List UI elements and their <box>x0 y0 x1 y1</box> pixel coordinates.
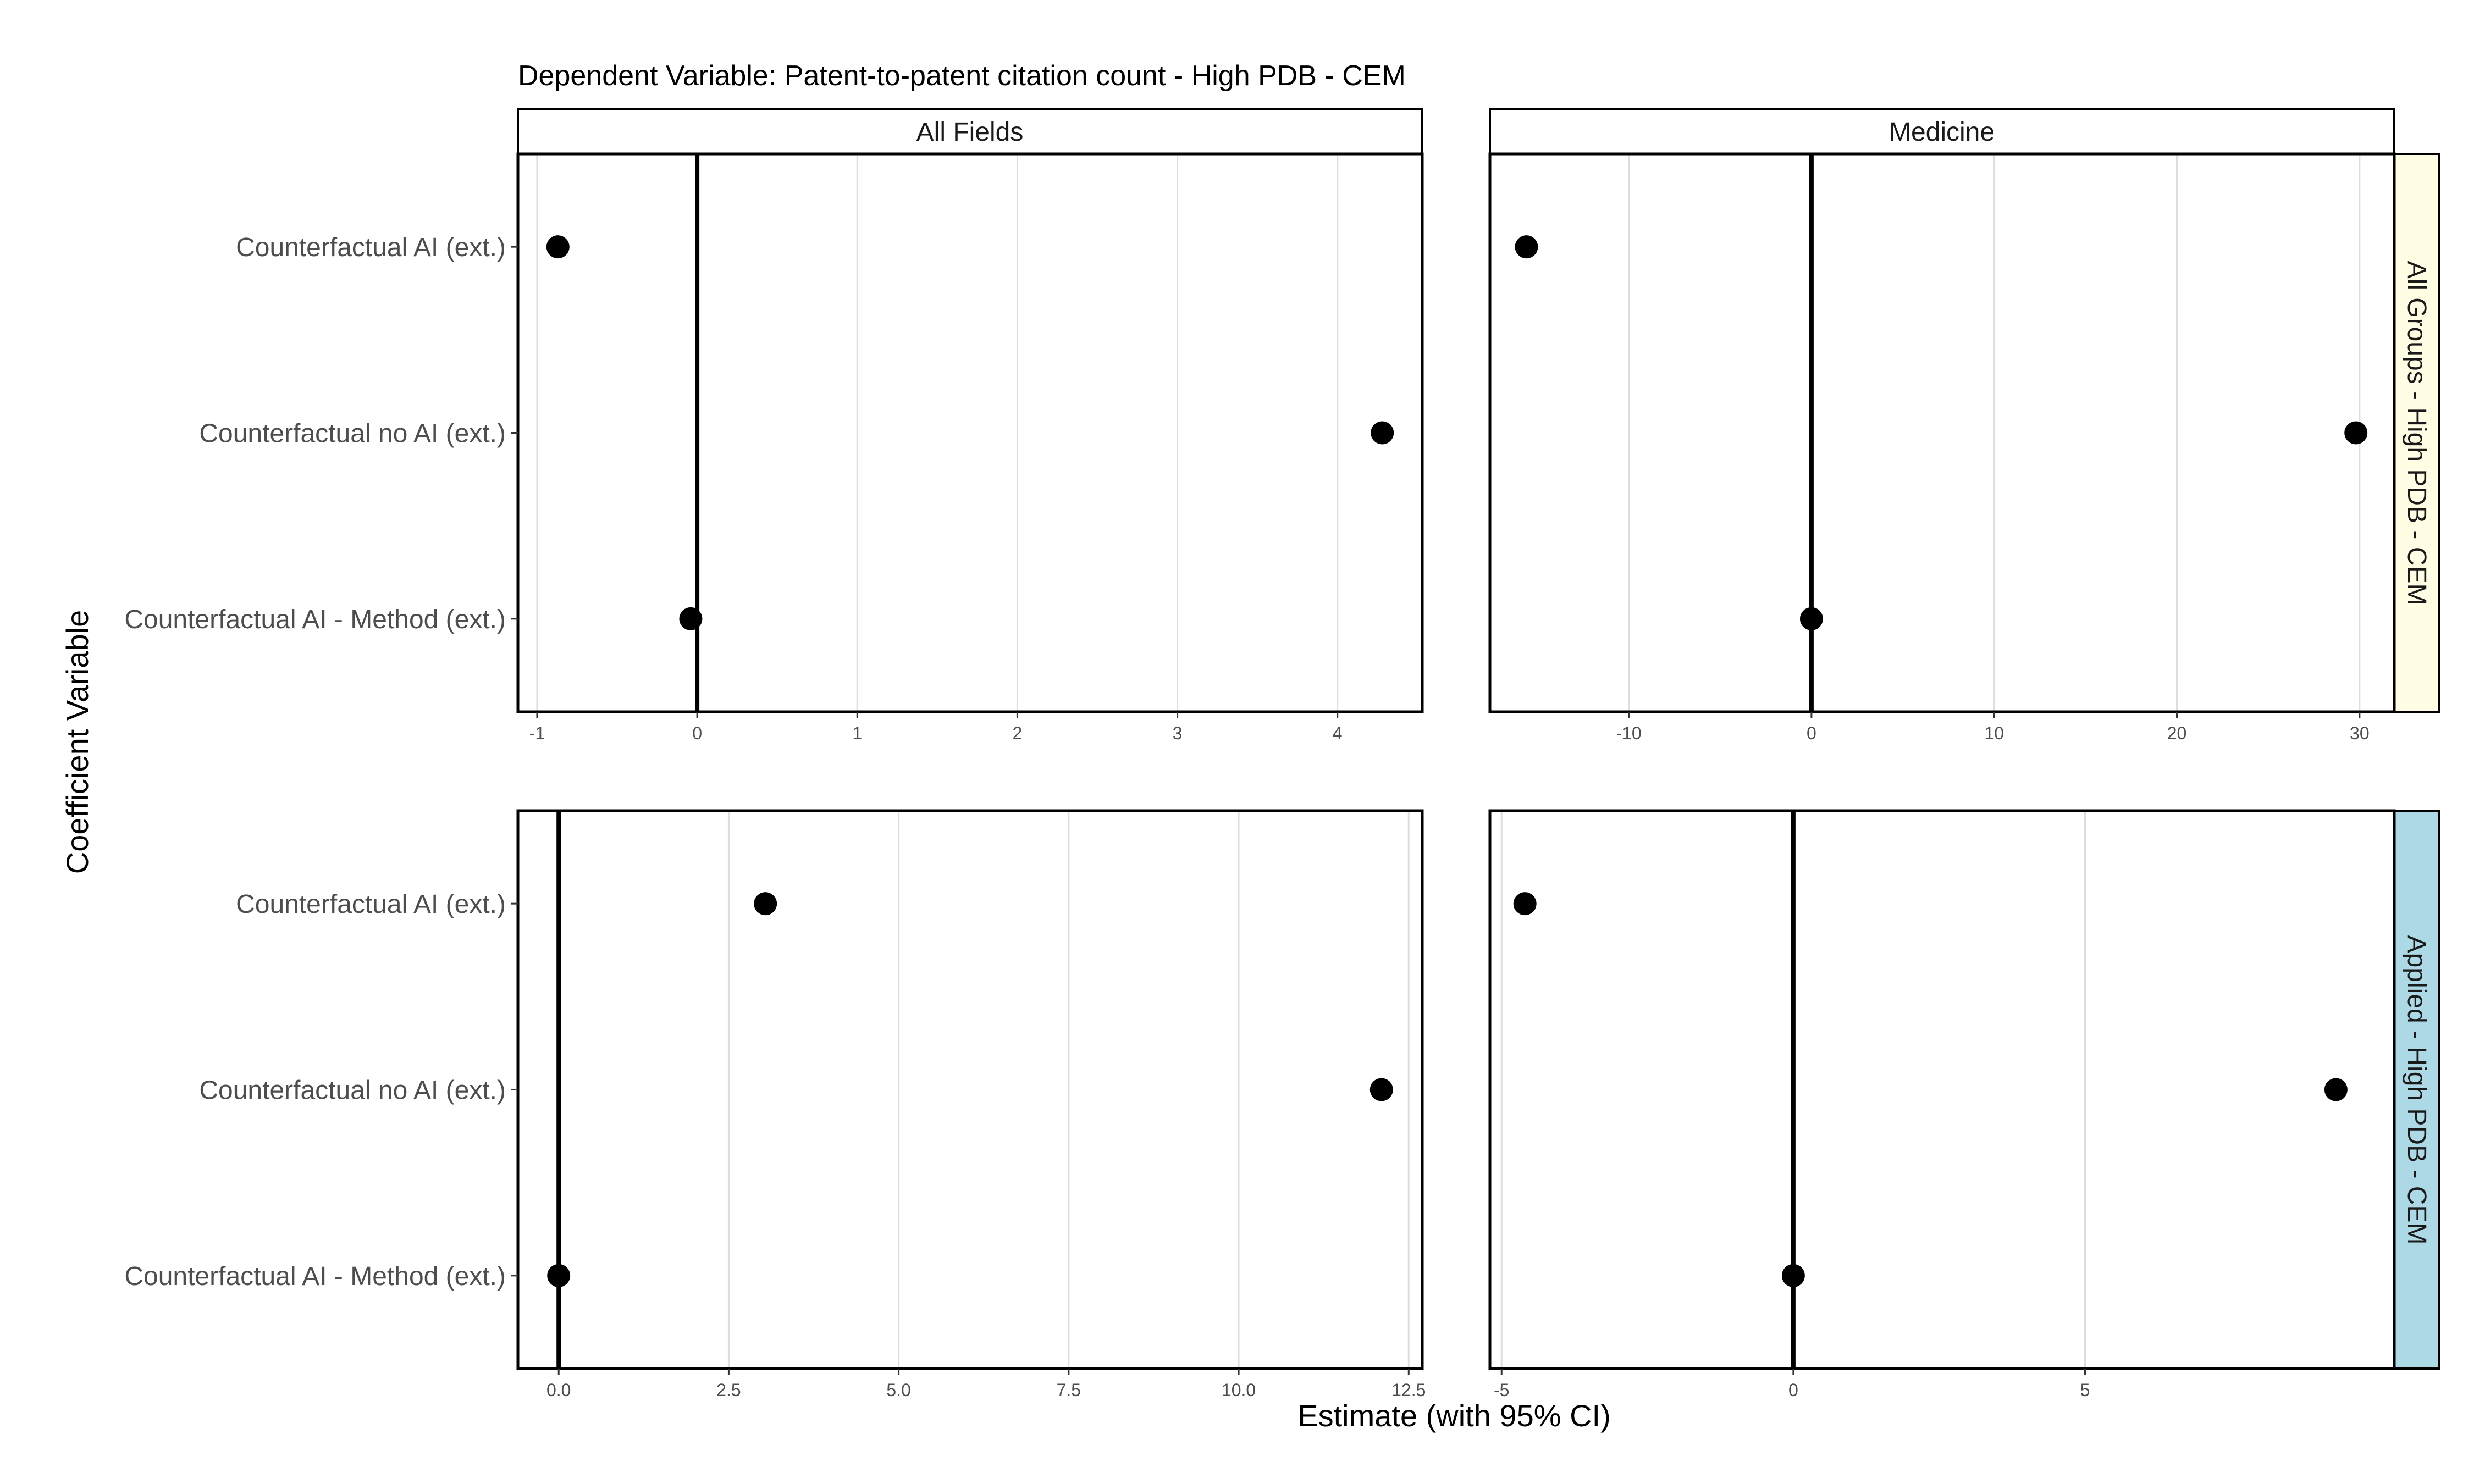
x-tick-label-all-groups-all-fields: 4 <box>1333 723 1343 743</box>
y-category-label-applied-all-fields: Counterfactual no AI (ext.) <box>199 1076 506 1105</box>
x-tick-label-applied-medicine: 5 <box>2080 1380 2090 1400</box>
x-tick-label-all-groups-all-fields: 0 <box>692 723 702 743</box>
x-tick-label-all-groups-medicine: 10 <box>1984 723 2004 743</box>
data-point-all-groups-all-fields <box>546 235 570 258</box>
row-strip-label-applied: Applied - High PDB - CEM <box>2402 935 2431 1245</box>
data-point-applied-all-fields <box>1370 1078 1393 1101</box>
x-tick-label-applied-all-fields: 7.5 <box>1057 1380 1081 1400</box>
row-strip-label-all-groups: All Groups - High PDB - CEM <box>2402 261 2431 606</box>
panel-border-applied-all-fields <box>518 811 1422 1369</box>
x-tick-label-all-groups-all-fields: 1 <box>852 723 862 743</box>
y-axis-title: Coefficient Variable <box>60 610 95 874</box>
x-tick-label-applied-all-fields: 0.0 <box>546 1380 571 1400</box>
x-tick-label-applied-medicine: -5 <box>1494 1380 1509 1400</box>
chart-title: Dependent Variable: Patent-to-patent cit… <box>518 60 1406 92</box>
column-strip-label-medicine: Medicine <box>1889 118 1995 147</box>
y-category-label-all-groups-all-fields: Counterfactual no AI (ext.) <box>199 419 506 448</box>
data-point-applied-all-fields <box>547 1264 570 1287</box>
x-tick-label-all-groups-medicine: 30 <box>2350 723 2370 743</box>
x-tick-label-all-groups-medicine: -10 <box>1616 723 1641 743</box>
data-point-all-groups-medicine <box>2344 422 2367 445</box>
panel-border-all-groups-medicine <box>1490 154 2394 712</box>
data-point-applied-medicine <box>1514 892 1537 915</box>
x-tick-label-applied-all-fields: 10.0 <box>1222 1380 1256 1400</box>
x-tick-label-all-groups-all-fields: 3 <box>1173 723 1183 743</box>
y-category-label-applied-all-fields: Counterfactual AI - Method (ext.) <box>124 1262 506 1291</box>
data-point-all-groups-all-fields <box>679 607 702 630</box>
data-point-applied-all-fields <box>754 892 777 915</box>
x-tick-label-applied-all-fields: 5.0 <box>886 1380 910 1400</box>
panel-applied-all-fields: 0.0 2.5 5.0 7.5 10.0 12.5 Counterfactual AI (e… <box>124 811 1426 1400</box>
data-point-all-groups-all-fields <box>1371 422 1394 445</box>
x-tick-label-applied-medicine: 0 <box>1788 1380 1798 1400</box>
x-axis-title: Estimate (with 95% CI) <box>1297 1398 1611 1433</box>
data-point-all-groups-medicine <box>1515 235 1538 258</box>
panel-applied-medicine: -5 0 5 <box>1490 811 2394 1400</box>
y-category-label-all-groups-all-fields: Counterfactual AI (ext.) <box>236 233 506 262</box>
data-point-all-groups-medicine <box>1800 607 1823 630</box>
x-tick-label-all-groups-medicine: 0 <box>1807 723 1816 743</box>
panel-border-all-groups-all-fields <box>518 154 1422 712</box>
x-tick-label-applied-all-fields: 12.5 <box>1391 1380 1426 1400</box>
y-category-label-all-groups-all-fields: Counterfactual AI - Method (ext.) <box>124 605 506 634</box>
panel-all-groups-medicine: -10 0 10 20 30 <box>1490 154 2394 743</box>
data-point-applied-medicine <box>1782 1264 1805 1287</box>
panel-all-groups-all-fields: -1 0 1 2 3 4 Counterfactual AI (ext.) Counterfa… <box>124 154 1422 743</box>
y-category-label-applied-all-fields: Counterfactual AI (ext.) <box>236 890 506 919</box>
panels-group: -101234Counterfactual AI (ext.)Counterfa… <box>124 154 2394 1400</box>
x-tick-label-all-groups-all-fields: 2 <box>1012 723 1022 743</box>
x-tick-label-all-groups-medicine: 20 <box>2167 723 2187 743</box>
panel-border-applied-medicine <box>1490 811 2394 1369</box>
x-tick-label-applied-all-fields: 2.5 <box>716 1380 741 1400</box>
data-point-applied-medicine <box>2324 1078 2348 1101</box>
x-tick-label-all-groups-all-fields: -1 <box>529 723 545 743</box>
column-strip-label-all-fields: All Fields <box>916 118 1024 147</box>
